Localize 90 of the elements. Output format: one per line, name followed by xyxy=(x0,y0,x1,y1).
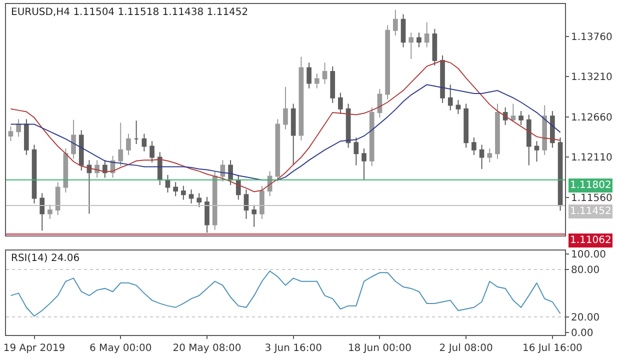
candlestick xyxy=(181,185,186,200)
x-tick-label: 6 May 00:00 xyxy=(90,343,152,354)
chart-title: RSI(14) 24.06 xyxy=(11,253,80,264)
candlestick xyxy=(306,62,312,89)
candlestick xyxy=(165,174,170,193)
candlestick xyxy=(212,170,218,230)
candlestick xyxy=(354,136,359,166)
x-tick-label: 19 Apr 2019 xyxy=(3,343,66,354)
candlestick xyxy=(71,119,76,160)
candlestick xyxy=(558,136,563,212)
x-tick-label: 20 May 08:00 xyxy=(172,343,242,354)
y-tick-label: 20.00 xyxy=(571,312,600,324)
candlestick xyxy=(338,92,343,114)
candlestick xyxy=(408,32,414,60)
candlestick xyxy=(283,86,288,130)
candlestick xyxy=(8,126,14,142)
chart-title: EURUSD,H4 1.11504 1.11518 1.11438 1.11452 xyxy=(11,7,248,18)
candlestick xyxy=(479,144,484,170)
candlestick xyxy=(392,9,398,36)
candlestick xyxy=(448,84,453,111)
candlestick xyxy=(78,130,84,171)
candlestick xyxy=(502,106,508,126)
candlestick xyxy=(86,160,92,214)
candlestick xyxy=(188,189,194,204)
x-tick-label: 18 Jun 00:00 xyxy=(348,343,412,354)
candlestick xyxy=(126,133,131,156)
candlestick xyxy=(487,148,492,163)
candlestick xyxy=(102,160,108,178)
candlestick xyxy=(550,110,555,148)
candlestick xyxy=(542,104,548,156)
x-tick-label: 16 Jul 16:00 xyxy=(522,343,582,354)
candlestick xyxy=(290,103,296,166)
candlestick xyxy=(150,140,154,163)
candlestick xyxy=(400,14,406,48)
line-series xyxy=(10,270,561,317)
candlestick xyxy=(314,73,320,89)
candlestick xyxy=(362,148,366,180)
y-tick-label: 1.13760 xyxy=(571,32,612,43)
candlestick xyxy=(142,133,147,152)
candlestick xyxy=(424,22,430,48)
ref-line-label: 1.11802 xyxy=(570,180,612,191)
candlestick xyxy=(464,103,468,148)
candlestick xyxy=(236,174,241,200)
ref-line-label: 1.11062 xyxy=(570,235,612,246)
candlestick xyxy=(48,204,52,220)
candlestick xyxy=(330,66,336,104)
candlestick xyxy=(24,118,29,156)
candlestick xyxy=(55,182,60,216)
y-tick-label: 100.00 xyxy=(571,249,606,260)
line-series xyxy=(10,60,561,192)
candlestick xyxy=(377,88,382,118)
candlestick xyxy=(510,103,516,122)
candlestick xyxy=(518,110,524,126)
candlestick xyxy=(196,192,202,208)
y-tick-label: 1.13210 xyxy=(571,72,612,84)
candlestick xyxy=(275,118,280,182)
line-series xyxy=(10,84,561,180)
y-tick-label: 1.11560 xyxy=(571,193,612,204)
y-tick-label: 0.00 xyxy=(571,328,594,340)
candlestick xyxy=(94,160,100,178)
candlestick xyxy=(134,120,139,145)
candlestick xyxy=(456,100,461,114)
x-tick-label: 2 Jul 08:00 xyxy=(439,343,493,354)
candlestick xyxy=(244,189,249,220)
candlestick xyxy=(385,24,390,100)
candlestick xyxy=(322,62,328,84)
candlestick xyxy=(472,136,476,156)
x-tick-label: 3 Jun 16:00 xyxy=(264,343,322,354)
candlestick xyxy=(173,182,178,197)
candlestick xyxy=(369,106,374,167)
candlestick xyxy=(118,122,124,167)
candlestick xyxy=(40,192,45,232)
candlestick xyxy=(204,196,210,234)
candlestick xyxy=(534,140,540,162)
candlestick xyxy=(298,56,304,141)
candlestick xyxy=(432,28,438,66)
y-tick-label: 80.00 xyxy=(571,265,600,276)
candlestick xyxy=(440,54,445,104)
candlestick xyxy=(416,32,422,48)
candlestick xyxy=(260,185,264,220)
y-tick-label: 1.12660 xyxy=(571,112,612,124)
y-tick-label: 1.12110 xyxy=(571,152,612,164)
candlestick xyxy=(32,144,37,204)
candlestick xyxy=(16,118,21,138)
candlestick xyxy=(63,148,68,193)
ref-line-label: 1.11452 xyxy=(570,206,612,217)
candlestick xyxy=(252,204,257,228)
candlestick xyxy=(495,103,500,160)
candlestick xyxy=(526,114,532,166)
candlestick xyxy=(228,160,233,186)
